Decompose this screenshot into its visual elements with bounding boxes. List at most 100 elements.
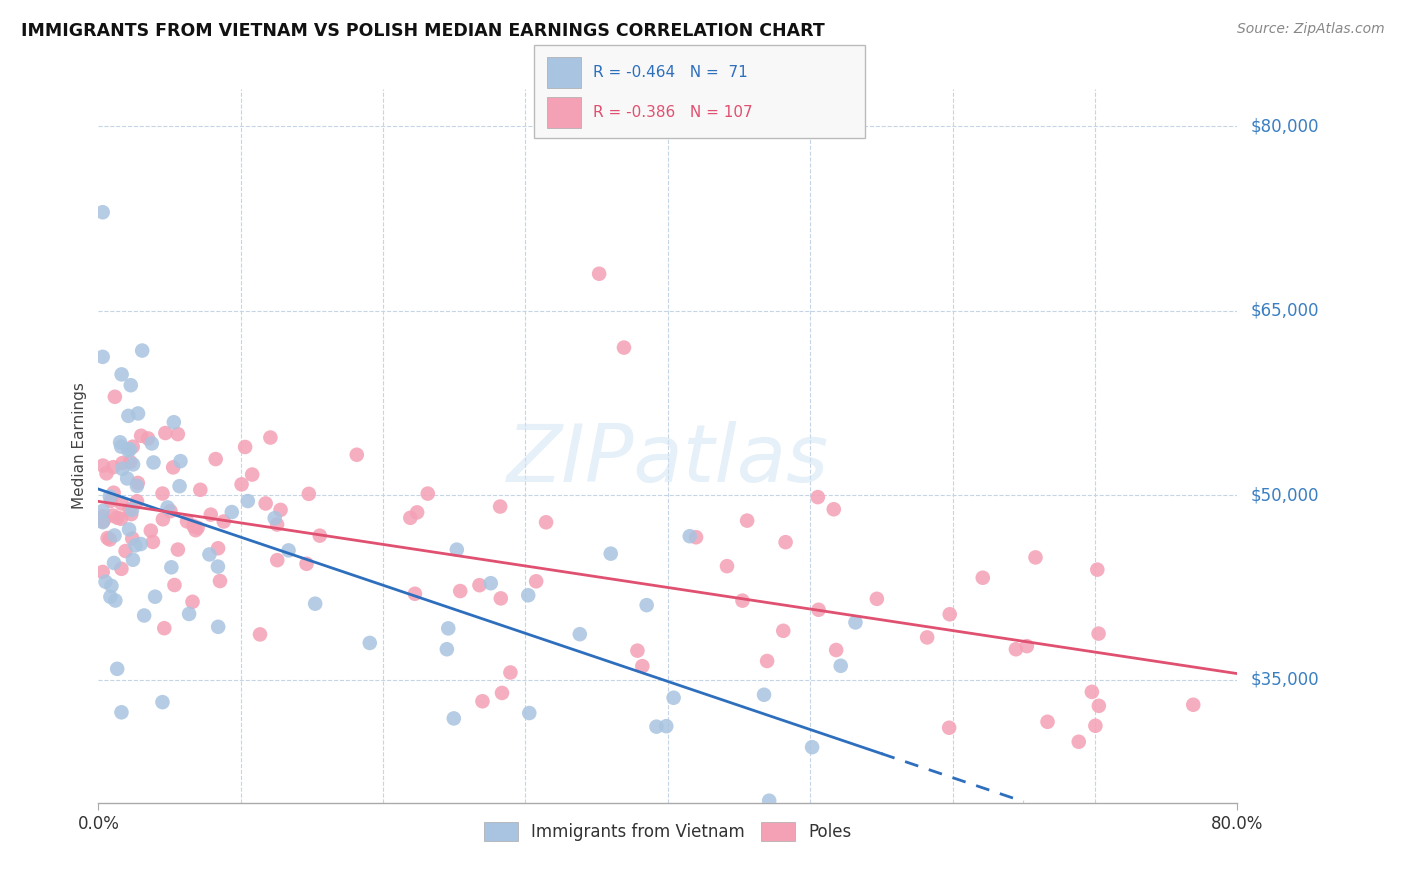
Point xyxy=(162,460,184,475)
Point xyxy=(807,603,830,617)
Point xyxy=(125,479,148,493)
Point xyxy=(1182,698,1205,712)
Point xyxy=(91,205,114,219)
Point xyxy=(163,415,186,429)
Point xyxy=(136,431,159,445)
Point xyxy=(121,440,143,454)
Point xyxy=(263,511,285,525)
Point xyxy=(1005,642,1028,657)
Point xyxy=(679,529,702,543)
Point xyxy=(636,598,658,612)
Text: Source: ZipAtlas.com: Source: ZipAtlas.com xyxy=(1237,22,1385,37)
Point xyxy=(97,531,120,545)
Point xyxy=(823,502,845,516)
Point xyxy=(103,556,125,570)
Point xyxy=(155,425,177,440)
Point xyxy=(152,512,174,526)
Point xyxy=(91,565,114,579)
Point xyxy=(613,341,636,355)
Point xyxy=(655,719,678,733)
Point xyxy=(446,542,468,557)
Point xyxy=(359,636,381,650)
Point xyxy=(118,442,141,457)
Point xyxy=(1036,714,1059,729)
Point xyxy=(111,456,134,470)
Point xyxy=(266,553,288,567)
Point xyxy=(120,507,142,521)
Point xyxy=(207,559,229,574)
Point xyxy=(110,440,132,454)
Point xyxy=(716,559,738,574)
Point xyxy=(110,562,132,576)
Point xyxy=(169,454,191,468)
Text: ZIPatlas: ZIPatlas xyxy=(506,421,830,500)
Point xyxy=(105,662,128,676)
Point xyxy=(188,483,211,497)
Point xyxy=(468,578,491,592)
Text: $65,000: $65,000 xyxy=(1251,301,1319,319)
Point xyxy=(1024,550,1046,565)
Text: $50,000: $50,000 xyxy=(1251,486,1319,504)
Point xyxy=(266,517,288,532)
Point xyxy=(101,508,124,523)
Point xyxy=(471,694,494,708)
Point xyxy=(830,658,852,673)
Point xyxy=(104,593,127,607)
Point xyxy=(91,504,114,518)
Point xyxy=(236,494,259,508)
Point xyxy=(129,537,152,551)
Point xyxy=(588,267,610,281)
Point xyxy=(304,597,326,611)
Point xyxy=(599,547,621,561)
Point xyxy=(198,548,221,562)
Point xyxy=(844,615,866,630)
Point xyxy=(96,467,118,481)
Point xyxy=(91,515,114,529)
Point xyxy=(1088,698,1111,713)
Point xyxy=(1067,735,1090,749)
Point xyxy=(568,627,591,641)
Legend: Immigrants from Vietnam, Poles: Immigrants from Vietnam, Poles xyxy=(478,815,858,848)
Point xyxy=(866,591,889,606)
Point xyxy=(139,524,162,538)
Point xyxy=(233,440,256,454)
Point xyxy=(524,574,547,589)
Point xyxy=(117,409,139,423)
Point xyxy=(115,471,138,485)
Point xyxy=(491,686,513,700)
Point xyxy=(156,500,179,515)
Point xyxy=(110,706,132,720)
Point xyxy=(1015,639,1038,653)
Point xyxy=(153,621,176,635)
Point xyxy=(169,479,191,493)
Point xyxy=(122,458,145,472)
Text: $35,000: $35,000 xyxy=(1251,671,1320,689)
Point xyxy=(645,720,668,734)
Point xyxy=(141,436,163,450)
Point xyxy=(436,642,458,657)
Point xyxy=(91,458,114,473)
Point xyxy=(825,643,848,657)
Point xyxy=(775,535,797,549)
Point xyxy=(127,475,149,490)
Point xyxy=(111,462,134,476)
Point xyxy=(181,595,204,609)
Point xyxy=(120,378,142,392)
Point xyxy=(807,490,830,504)
Point xyxy=(131,343,153,358)
Point xyxy=(187,521,209,535)
Point xyxy=(93,514,115,528)
Text: R = -0.464   N =  71: R = -0.464 N = 71 xyxy=(593,65,748,80)
Point xyxy=(489,500,512,514)
Point xyxy=(184,523,207,537)
Point xyxy=(240,467,263,482)
Point xyxy=(212,515,235,529)
Point xyxy=(404,587,426,601)
Point xyxy=(111,368,134,382)
Point xyxy=(915,631,938,645)
Point xyxy=(662,690,685,705)
Point xyxy=(118,522,141,536)
Point xyxy=(1087,626,1109,640)
Point xyxy=(134,608,156,623)
Point xyxy=(489,591,512,606)
